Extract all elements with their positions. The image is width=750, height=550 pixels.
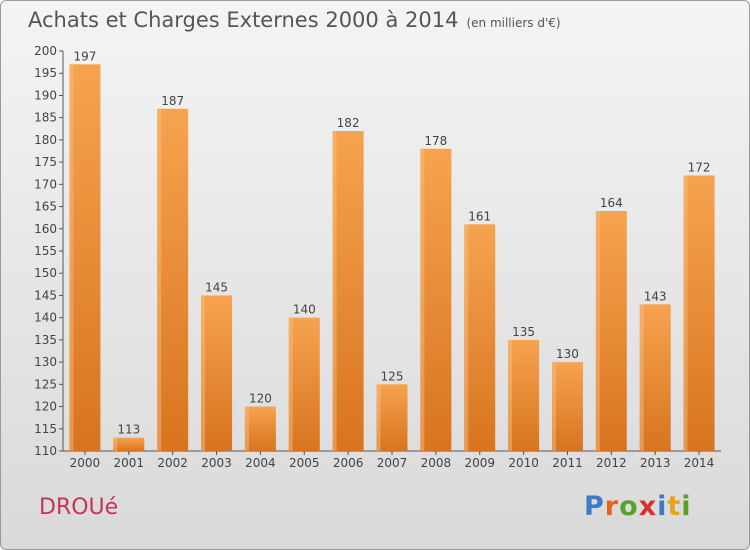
y-tick-label: 130: [34, 355, 57, 369]
x-tick-label: 2008: [421, 456, 452, 470]
commune-name: DROUé: [39, 495, 119, 520]
bar-2005: [288, 317, 320, 451]
x-tick-label: 2013: [640, 456, 671, 470]
x-tick-label: 2004: [245, 456, 276, 470]
bar-highlight: [113, 437, 118, 451]
y-tick-label: 115: [34, 422, 57, 436]
logo-letter: i: [657, 491, 668, 522]
data-label: 197: [73, 49, 96, 63]
x-tick-label: 2002: [157, 456, 188, 470]
bar-highlight: [376, 384, 381, 451]
data-label: 130: [556, 347, 579, 361]
data-label: 182: [337, 116, 360, 130]
bar-highlight: [69, 64, 74, 452]
data-label: 140: [293, 303, 316, 317]
bar-2006: [332, 131, 364, 451]
x-tick-label: 2011: [552, 456, 583, 470]
data-label: 125: [381, 369, 404, 383]
bar-highlight: [332, 131, 337, 451]
logo-letter: t: [667, 491, 682, 522]
y-tick-label: 110: [34, 444, 57, 458]
data-label: 135: [512, 325, 535, 339]
y-tick-label: 185: [34, 111, 57, 125]
bar-2002: [157, 108, 189, 452]
bar-highlight: [508, 339, 513, 451]
y-tick-label: 145: [34, 288, 57, 302]
x-tick-label: 2003: [201, 456, 232, 470]
y-tick-label: 155: [34, 244, 57, 258]
bar-2000: [69, 64, 101, 452]
logo-letter: o: [619, 491, 639, 522]
bar-highlight: [420, 148, 425, 451]
bar-2013: [639, 304, 671, 451]
x-tick-label: 2010: [508, 456, 539, 470]
x-tick-label: 2006: [333, 456, 364, 470]
y-tick-label: 195: [34, 66, 57, 80]
bar-highlight: [244, 406, 249, 451]
logo-letter: i: [681, 491, 692, 522]
data-label: 172: [688, 160, 711, 174]
data-label: 161: [468, 209, 491, 223]
chart-title: Achats et Charges Externes 2000 à 2014 (e…: [28, 8, 561, 32]
bar-2007: [376, 384, 408, 451]
bar-2012: [595, 211, 627, 451]
bar-2004: [244, 406, 276, 451]
x-tick-label: 2001: [114, 456, 145, 470]
logo-letter: r: [604, 491, 620, 522]
bar-highlight: [639, 304, 644, 451]
y-tick-label: 140: [34, 311, 57, 325]
x-tick-label: 2009: [464, 456, 495, 470]
x-tick-label: 2012: [596, 456, 627, 470]
bar-2001: [113, 437, 145, 451]
chart-title-text: Achats et Charges Externes 2000 à 2014: [28, 8, 459, 32]
data-label: 113: [117, 423, 140, 437]
y-tick-label: 125: [34, 377, 57, 391]
bar-2011: [551, 362, 583, 451]
data-label: 187: [161, 94, 184, 108]
bar-highlight: [201, 295, 206, 451]
bar-2010: [508, 339, 540, 451]
bar-highlight: [288, 317, 293, 451]
y-tick-label: 150: [34, 266, 57, 280]
y-tick-label: 170: [34, 177, 57, 191]
y-tick-label: 165: [34, 200, 57, 214]
proxiti-logo: Proxiti: [584, 491, 692, 522]
y-tick-label: 135: [34, 333, 57, 347]
y-tick-label: 200: [34, 44, 57, 58]
x-tick-label: 2005: [289, 456, 320, 470]
bar-2003: [201, 295, 233, 451]
bar-highlight: [157, 108, 162, 452]
bar-2014: [683, 175, 715, 451]
bar-2008: [420, 148, 452, 451]
x-tick-label: 2014: [684, 456, 715, 470]
data-label: 143: [644, 289, 667, 303]
bar-highlight: [551, 362, 556, 451]
bar-2009: [464, 224, 496, 451]
y-tick-label: 190: [34, 88, 57, 102]
y-tick-label: 175: [34, 155, 57, 169]
data-label: 164: [600, 196, 623, 210]
y-tick-label: 180: [34, 133, 57, 147]
y-tick-label: 160: [34, 222, 57, 236]
bar-highlight: [683, 175, 688, 451]
bar-highlight: [595, 211, 600, 451]
data-label: 145: [205, 280, 228, 294]
data-label: 178: [424, 134, 447, 148]
data-label: 120: [249, 392, 272, 406]
chart-unit: (en milliers d'€): [466, 16, 561, 30]
x-tick-label: 2007: [377, 456, 408, 470]
logo-letter: P: [584, 491, 605, 522]
y-tick-label: 120: [34, 400, 57, 414]
bar-highlight: [464, 224, 469, 451]
logo-letter: x: [638, 491, 658, 522]
x-tick-label: 2000: [70, 456, 101, 470]
